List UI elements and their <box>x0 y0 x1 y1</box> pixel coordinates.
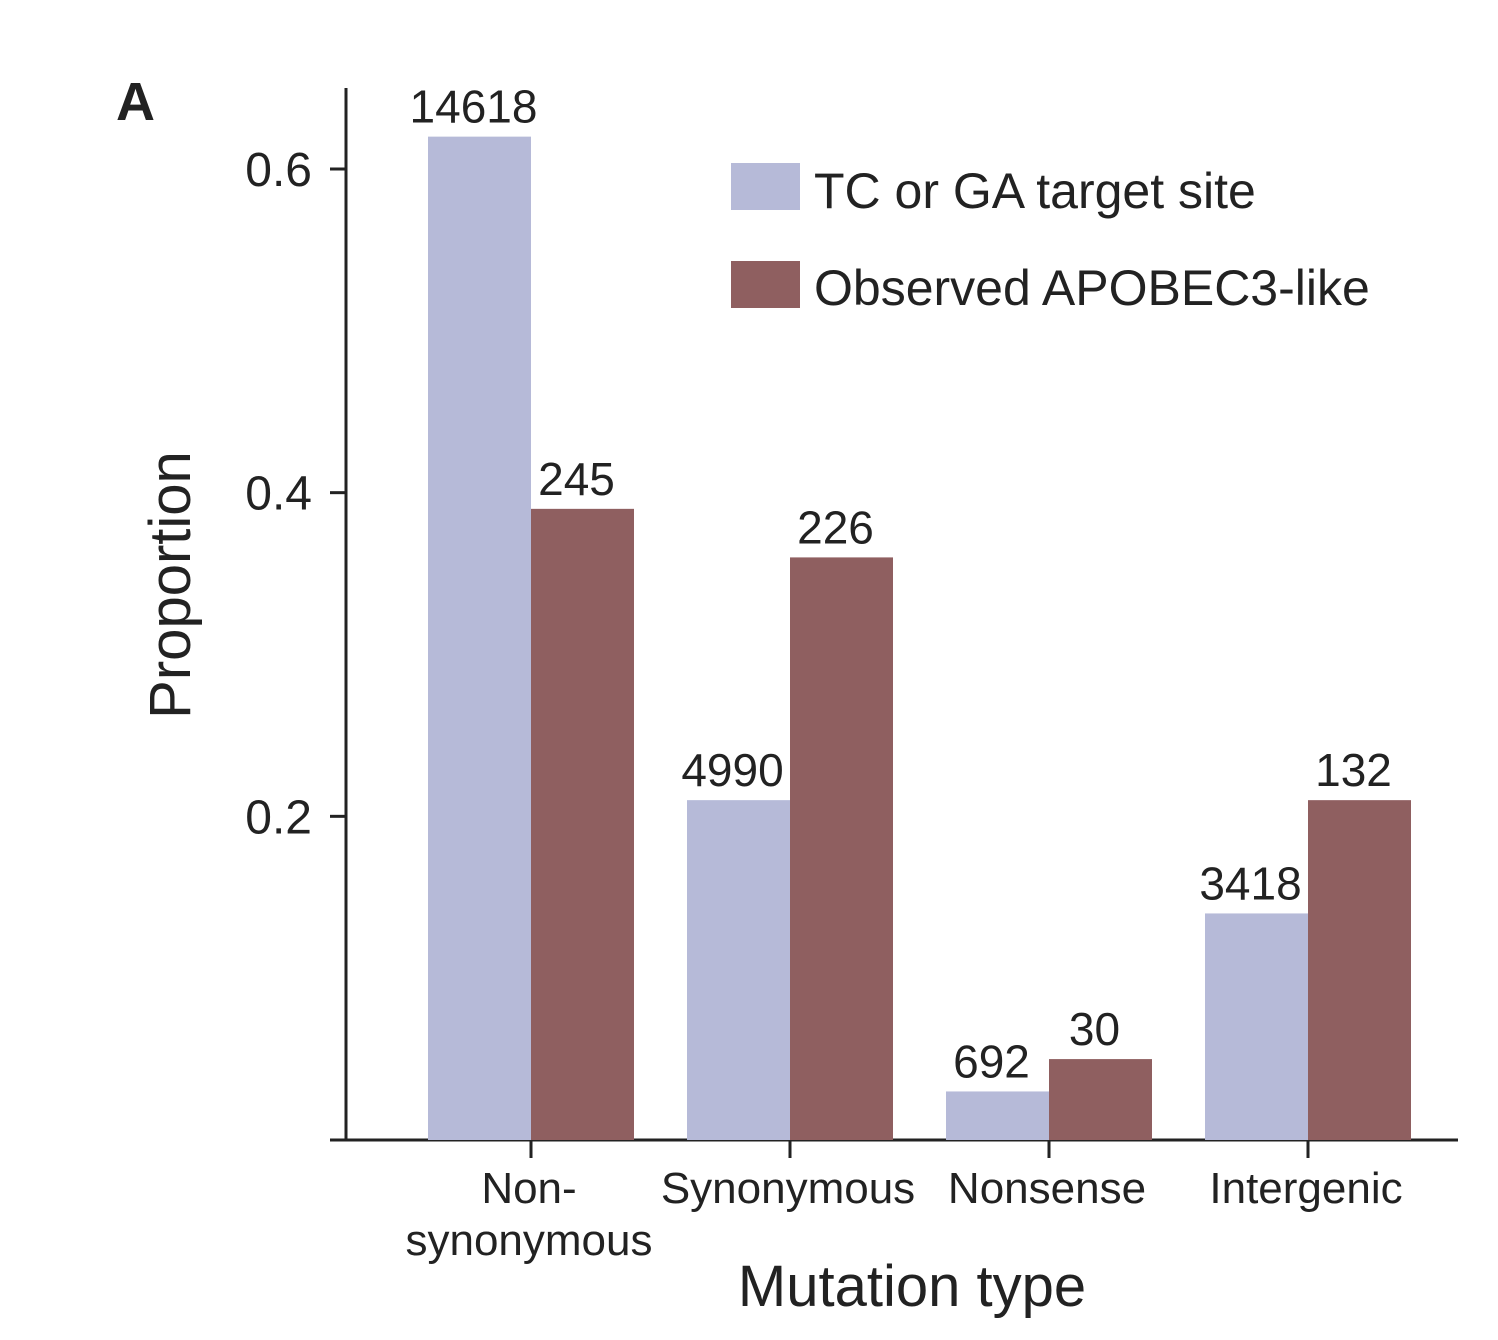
y-tick-label: 0.2 <box>245 791 312 844</box>
legend-swatch-observed <box>731 261 800 308</box>
legend-label-tc-ga: TC or GA target site <box>814 163 1256 219</box>
bars <box>428 136 1411 1141</box>
x-axis-title: Mutation type <box>738 1254 1086 1319</box>
legend: TC or GA target site Observed APOBEC3-li… <box>731 163 1370 316</box>
x-category-label: Synonymous <box>661 1164 915 1213</box>
panel-letter: A <box>116 72 155 132</box>
bar-value-label: 3418 <box>1199 857 1301 909</box>
y-tick-label: 0.6 <box>245 144 312 197</box>
x-category-label: Nonsense <box>948 1164 1146 1213</box>
bar-value-label: 132 <box>1315 744 1392 796</box>
bar-observed <box>790 557 893 1140</box>
y-axis-title: Proportion <box>138 451 203 719</box>
bar-tc-ga <box>946 1091 1049 1140</box>
bar-observed <box>531 508 634 1141</box>
x-category-label: synonymous <box>405 1216 652 1265</box>
bar-value-label: 14618 <box>410 81 538 133</box>
y-tick-label: 0.4 <box>245 468 312 521</box>
bar-value-label: 692 <box>953 1035 1030 1087</box>
y-ticks: 0.2 0.4 0.6 <box>245 144 346 844</box>
x-category-label: Non- <box>481 1164 576 1213</box>
bar-observed <box>1308 800 1411 1140</box>
legend-label-observed: Observed APOBEC3-like <box>814 260 1370 316</box>
bar-tc-ga <box>687 800 790 1140</box>
bar-tc-ga <box>1205 913 1308 1140</box>
bar-observed <box>1049 1059 1152 1140</box>
bar-labels: 14618 4990 692 3418 245 226 30 132 <box>410 81 1392 1088</box>
bar-value-label: 30 <box>1069 1003 1120 1055</box>
x-category-label: Intergenic <box>1209 1164 1402 1213</box>
bar-value-label: 4990 <box>681 744 783 796</box>
bar-value-label: 245 <box>538 453 615 505</box>
legend-swatch-tc-ga <box>731 163 800 210</box>
bar-value-label: 226 <box>797 501 874 553</box>
bar-tc-ga <box>428 136 531 1141</box>
